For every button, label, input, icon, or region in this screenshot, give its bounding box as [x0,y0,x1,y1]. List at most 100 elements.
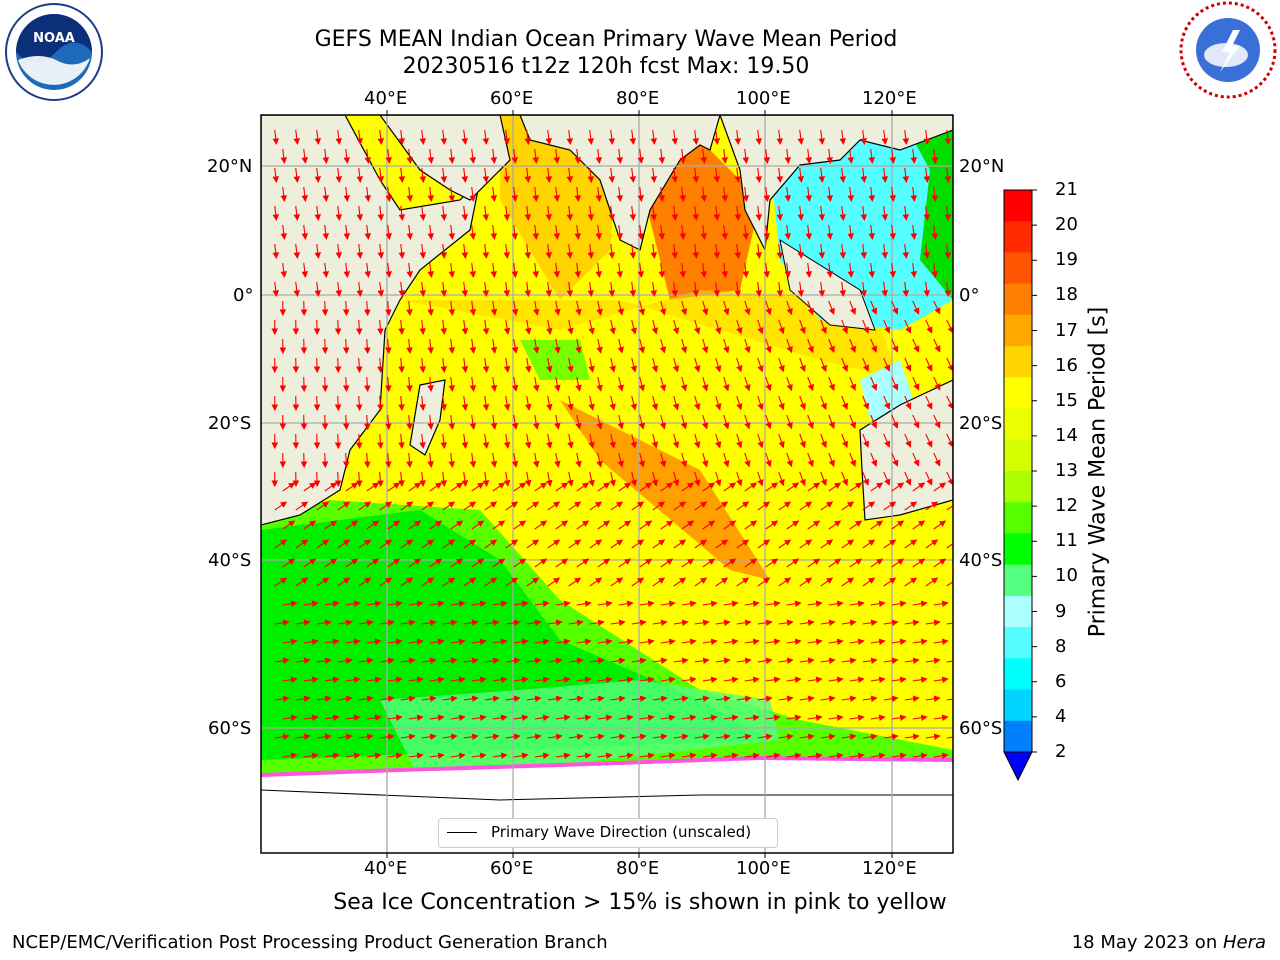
wave-direction-arrow [715,619,731,626]
wave-direction-arrow [503,167,511,183]
wave-direction-arrow [484,619,500,626]
wave-direction-arrow [933,638,949,645]
wave-direction-arrow [826,224,834,240]
wave-direction-arrow [849,558,863,568]
wave-direction-arrow [807,676,823,683]
legend-line-swatch [447,832,477,833]
wave-direction-arrow [385,338,392,355]
wave-direction-arrow [847,262,855,278]
wave-direction-arrow [448,186,456,202]
wave-direction-arrow [765,752,781,759]
wave-direction-arrow [820,577,834,587]
wave-direction-arrow [862,433,870,448]
wave-direction-arrow [408,558,422,568]
wave-direction-arrow [904,433,912,448]
wave-direction-arrow [757,395,764,411]
wave-direction-arrow [849,638,865,645]
wave-direction-arrow [295,695,311,702]
wave-direction-arrow [448,338,456,354]
wave-direction-arrow [757,577,771,587]
wave-direction-arrow [419,167,427,183]
wave-direction-arrow [545,129,553,145]
wave-direction-arrow [673,501,687,511]
wave-direction-arrow [701,338,709,354]
wave-direction-arrow [631,577,645,587]
wave-direction-arrow [274,657,290,664]
colorbar-segment [1004,314,1032,347]
colorbar-segment [1004,377,1032,410]
wave-direction-arrow [694,695,710,702]
wave-direction-arrow [596,452,603,468]
wave-direction-arrow [925,619,941,626]
wave-direction-arrow [765,714,781,721]
wave-direction-arrow [345,520,359,530]
wave-direction-arrow [702,482,716,492]
wave-direction-arrow [553,148,561,164]
colorbar-segment [1004,252,1032,285]
wave-direction-arrow [448,262,456,278]
wave-direction-arrow [889,148,897,164]
wave-direction-arrow [610,577,624,587]
lon-tick-top-60: 60°E [490,88,534,109]
wave-direction-arrow [862,539,876,549]
wave-direction-arrow [651,433,659,449]
wave-direction-arrow [765,452,772,468]
wave-direction-arrow [660,600,676,607]
wave-direction-arrow [429,676,445,683]
wave-direction-arrow [385,262,393,278]
wave-direction-arrow [469,224,477,240]
wave-direction-arrow [524,319,532,335]
wave-direction-arrow [904,395,912,410]
wave-direction-arrow [419,281,427,297]
wave-direction-arrow [440,395,448,411]
wave-direction-arrow [933,752,949,759]
wave-direction-arrow [282,638,298,645]
wave-direction-arrow [778,357,785,373]
wave-direction-arrow [925,657,941,664]
wave-direction-arrow [862,501,876,511]
wave-direction-arrow [419,471,426,487]
wave-direction-arrow [547,577,561,587]
wave-direction-arrow [429,482,443,492]
wave-direction-arrow [944,167,952,183]
wave-direction-arrow [595,224,603,240]
wave-direction-arrow [303,752,319,759]
wave-direction-arrow [736,619,752,626]
wave-direction-arrow [440,357,448,373]
wave-direction-arrow [513,752,529,759]
wave-direction-arrow [723,482,737,492]
wave-direction-arrow [870,520,884,530]
wave-direction-arrow [765,676,781,683]
wave-direction-arrow [316,577,330,587]
noaa-logo: NOAA [5,3,103,101]
wave-direction-arrow [322,148,330,164]
wave-direction-arrow [807,338,814,354]
wave-direction-arrow [597,714,613,721]
wave-direction-arrow [925,471,933,486]
wave-direction-arrow [757,733,773,740]
wave-direction-arrow [608,281,616,297]
wave-direction-arrow [482,243,490,259]
wave-direction-arrow [946,357,953,372]
wave-direction-arrow [314,129,322,145]
wave-direction-arrow [282,520,296,530]
wave-direction-arrow [324,752,340,759]
wave-direction-arrow [680,338,688,354]
wave-direction-arrow [322,262,330,278]
wave-direction-arrow [463,695,479,702]
wave-direction-arrow [862,619,878,626]
wave-direction-arrow [618,752,634,759]
wave-direction-arrow [588,395,595,411]
wave-direction-arrow [755,243,763,259]
wave-direction-arrow [490,300,498,316]
wave-direction-arrow [778,657,794,664]
wave-direction-arrow [672,471,680,487]
wave-direction-arrow [933,676,949,683]
wave-direction-arrow [694,539,708,549]
wave-direction-arrow [335,167,343,183]
wave-direction-arrow [671,205,679,221]
wave-direction-arrow [693,395,701,411]
wave-direction-arrow [765,558,779,568]
wave-direction-arrow [912,482,926,492]
